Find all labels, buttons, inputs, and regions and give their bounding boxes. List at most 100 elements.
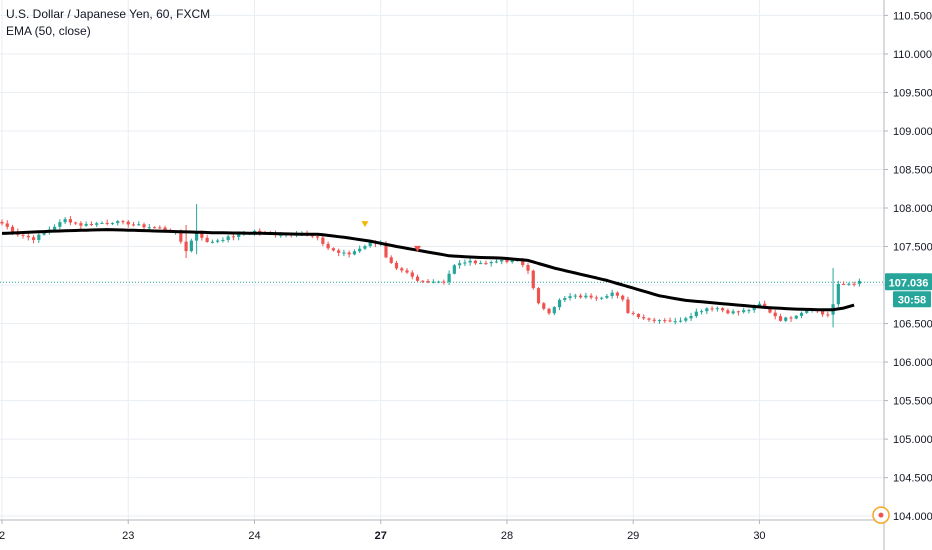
candle-body [731,311,735,314]
candle-body [400,268,404,271]
ema-layer [1,228,855,312]
candle-body [594,297,598,299]
candle-body [321,237,325,244]
candle-body [316,236,320,238]
candle-body [21,234,25,236]
candle-body [826,314,830,316]
y-tick-label: 108.000 [893,203,932,215]
candle-body [342,252,346,254]
candle-body [605,295,609,298]
candle-body [852,283,856,285]
candle-body [805,310,809,313]
candle-body [757,303,762,306]
candle-body [742,310,746,313]
candle-body [642,317,646,319]
candle-body [10,226,15,232]
candle-body [500,259,504,262]
candle-body [442,281,446,283]
x-tick-label: 28 [501,530,513,542]
candle-body [42,232,46,235]
markers-layer [361,221,422,252]
y-tick-label: 110.000 [893,49,932,61]
grid-layer [0,0,884,520]
candle-body [210,241,214,243]
candle-body [536,288,541,304]
candle-body [552,307,556,314]
chart-legend: U.S. Dollar / Japanese Yen, 60, FXCM EMA… [6,6,210,40]
candle-body [763,303,767,308]
candle-body [426,281,430,283]
candle-body [147,227,151,229]
candle-body [747,310,751,312]
indicator-title[interactable]: EMA (50, close) [6,24,91,38]
y-tick-label: 110.500 [893,10,932,22]
ema-line [1,228,855,312]
candle-body [505,259,509,263]
candle-body [584,295,588,298]
candle-body [331,248,335,251]
candle-body [100,222,104,224]
candle-body [668,320,672,322]
candle-body [684,318,688,321]
y-tick-label: 109.500 [893,87,932,99]
x-tick-label: 29 [627,530,639,542]
candle-body [226,236,230,240]
candle-body [452,265,456,274]
candle-body [694,311,698,317]
candle-body [647,318,651,320]
candle-body [53,226,57,230]
candle-body [116,221,120,224]
candle-body [705,308,709,312]
x-tick-label: 30 [753,530,765,542]
x-tick-label: 2 [0,530,5,542]
candle-body [95,223,99,225]
candle-body [68,219,72,223]
candle-body [231,236,236,238]
alert-dot-icon [878,512,884,518]
last-price-value: 107.036 [889,277,929,289]
candle-body [152,227,157,229]
candle-body [405,270,409,273]
candle-body [657,320,662,322]
x-tick-label: 23 [122,530,134,542]
y-tick-label: 105.500 [893,396,932,408]
candle-body [579,295,583,298]
candle-body [721,308,725,311]
candle-body [394,262,399,269]
last-price-tag [885,273,932,291]
candle-body [368,242,372,247]
candle-body [600,297,604,299]
y-tick-label: 106.000 [893,357,932,369]
symbol-title[interactable]: U.S. Dollar / Japanese Yen, 60, FXCM [6,7,211,21]
candle-body [221,239,225,241]
candle-body [468,260,472,263]
candle-body [237,233,241,237]
candle-body [447,273,451,282]
candle-body [205,237,209,242]
candle-body [110,223,115,225]
candle-body [857,280,861,284]
candle-body [458,263,462,266]
candle-body [163,227,167,231]
candle-body [768,307,772,313]
candle-body [326,243,330,249]
candle-body [636,313,641,318]
candle-body [179,231,183,242]
candle-body [58,222,62,227]
candle-body [784,317,788,321]
candle-body [352,251,357,255]
countdown-tag [893,291,931,308]
candle-body [699,311,704,313]
candle-body [589,295,593,298]
candle-body [631,312,635,314]
candle-body [842,283,846,285]
candle-body [37,234,41,240]
candle-body [563,297,567,300]
candle-body [836,283,840,305]
y-tick-label: 109.000 [893,126,932,138]
candle-body [531,270,535,289]
candle-body [473,260,477,264]
signal-marker [414,245,422,252]
